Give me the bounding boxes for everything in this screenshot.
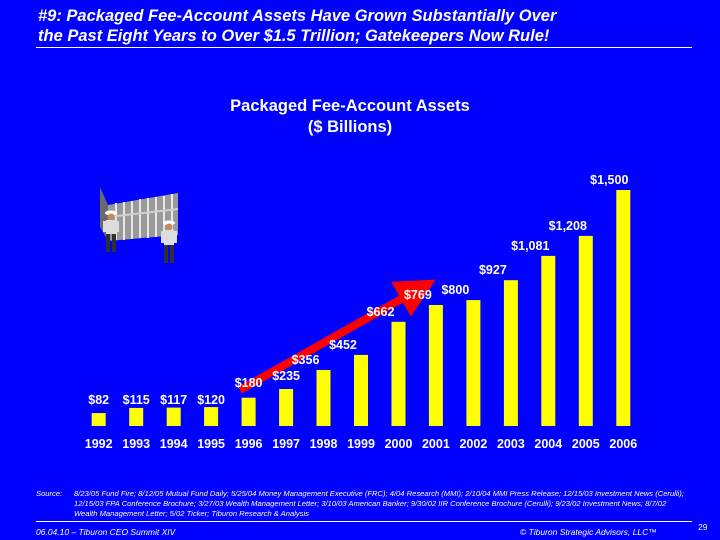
x-tick-2001: 2001 bbox=[422, 437, 450, 451]
value-label-2003: $927 bbox=[479, 263, 507, 277]
bar-2001 bbox=[428, 305, 443, 426]
guard-right-icon bbox=[161, 220, 177, 263]
value-label-2005: $1,208 bbox=[549, 219, 587, 233]
bar-2003 bbox=[503, 280, 518, 426]
footer-divider bbox=[36, 521, 692, 522]
value-label-1998: $356 bbox=[292, 353, 320, 367]
headline-line-2: the Past Eight Years to Over $1.5 Trilli… bbox=[38, 27, 550, 45]
source-label: Source: bbox=[36, 489, 63, 498]
value-label-2006: $1,500 bbox=[590, 173, 628, 187]
bar-2002 bbox=[466, 300, 481, 426]
x-tick-1996: 1996 bbox=[235, 437, 263, 451]
chart-title: Packaged Fee-Account Assets ($ Billions) bbox=[180, 96, 520, 138]
bar-2004 bbox=[541, 255, 556, 426]
x-tick-2003: 2003 bbox=[497, 437, 525, 451]
value-label-1994: $117 bbox=[160, 393, 187, 407]
value-label-1995: $120 bbox=[197, 393, 225, 407]
slide-headline: #9: Packaged Fee-Account Assets Have Gro… bbox=[38, 6, 698, 46]
value-label-1992: $82 bbox=[88, 393, 109, 407]
x-tick-2002: 2002 bbox=[459, 437, 487, 451]
value-label-1999: $452 bbox=[329, 338, 357, 352]
value-label-2002: $800 bbox=[441, 283, 469, 297]
x-tick-1997: 1997 bbox=[272, 437, 300, 451]
bar-1998 bbox=[316, 370, 331, 426]
x-tick-1994: 1994 bbox=[160, 437, 188, 451]
source-text: 8/23/05 Fund Fire; 8/12/05 Mutual Fund D… bbox=[74, 489, 684, 518]
bar-1995 bbox=[204, 407, 219, 426]
footer-event: 06.04.10 – Tiburon CEO Summit XIV bbox=[36, 527, 176, 537]
value-label-1997: $235 bbox=[272, 369, 300, 383]
trend-arrow bbox=[238, 279, 436, 394]
x-tick-1995: 1995 bbox=[197, 437, 225, 451]
chart-subtitle-text: ($ Billions) bbox=[307, 118, 393, 136]
bar-2006 bbox=[616, 190, 631, 426]
value-label-group: $82 $115 $117 $120 $180 $235 $356 $452 $662 $769 $… bbox=[88, 173, 628, 407]
x-tick-2000: 2000 bbox=[385, 437, 413, 451]
value-label-2000: $662 bbox=[367, 305, 395, 319]
x-tick-2004: 2004 bbox=[534, 437, 562, 451]
bar-1997 bbox=[279, 389, 294, 426]
bar-series bbox=[91, 190, 631, 426]
headline-line-1: #9: Packaged Fee-Account Assets Have Gro… bbox=[38, 7, 557, 25]
value-label-1996: $180 bbox=[235, 376, 263, 390]
bar-1992 bbox=[91, 413, 106, 426]
bar-1993 bbox=[129, 407, 144, 426]
value-label-2004: $1,081 bbox=[511, 239, 549, 253]
x-tick-2006: 2006 bbox=[609, 437, 637, 451]
x-tick-1999: 1999 bbox=[347, 437, 375, 451]
x-tick-1993: 1993 bbox=[122, 437, 150, 451]
x-axis-tick-labels: 1992 1993 1994 1995 1996 1997 1998 1999 2000 2001… bbox=[85, 437, 637, 451]
page-number: 29 bbox=[698, 522, 708, 532]
bar-1994 bbox=[166, 407, 181, 426]
x-tick-1992: 1992 bbox=[85, 437, 113, 451]
x-tick-2005: 2005 bbox=[572, 437, 600, 451]
bar-2005 bbox=[578, 235, 593, 426]
bar-2000 bbox=[391, 321, 406, 426]
footer-copyright: © Tiburon Strategic Advisors, LLC™ bbox=[520, 527, 657, 537]
value-label-2001: $769 bbox=[404, 288, 432, 302]
guard-left-icon bbox=[103, 210, 119, 252]
headline-underline bbox=[36, 47, 692, 48]
x-tick-1998: 1998 bbox=[310, 437, 338, 451]
chart-title-text: Packaged Fee-Account Assets bbox=[230, 97, 470, 115]
gatekeeper-illustration bbox=[100, 187, 179, 263]
bar-1999 bbox=[354, 354, 368, 426]
value-label-1993: $115 bbox=[123, 393, 150, 407]
bar-1996 bbox=[241, 397, 256, 426]
